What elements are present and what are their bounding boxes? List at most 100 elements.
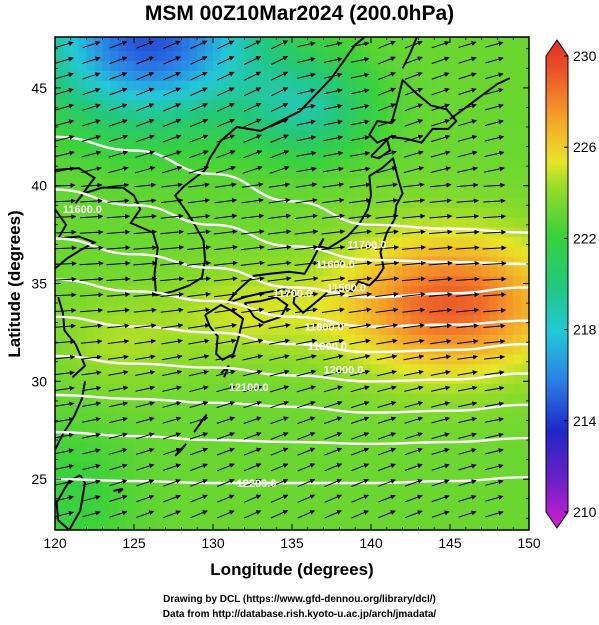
- field-cell: [355, 148, 364, 159]
- wind-vector: [190, 71, 208, 81]
- wind-vector: [485, 448, 504, 455]
- field-cell: [465, 109, 475, 120]
- field-cell: [426, 490, 435, 502]
- wind-vector: [109, 448, 128, 455]
- field-cell: [513, 334, 522, 345]
- field-cell: [371, 510, 380, 521]
- field-cell: [149, 402, 159, 414]
- field-cell: [134, 265, 143, 277]
- field-cell: [102, 481, 111, 492]
- field-cell: [252, 89, 261, 101]
- field-cell: [260, 148, 269, 159]
- field-cell: [363, 256, 372, 267]
- wind-vector: [55, 150, 75, 158]
- field-cell: [110, 177, 119, 189]
- field-cell: [355, 40, 364, 52]
- wind-vector: [162, 118, 182, 127]
- field-cell: [418, 481, 427, 492]
- field-cell: [442, 37, 451, 42]
- wind-vector: [404, 494, 423, 503]
- wind-vector: [187, 244, 211, 250]
- field-cell: [236, 70, 246, 81]
- wind-vector: [455, 292, 480, 298]
- field-cell: [78, 481, 88, 492]
- field-cell: [307, 168, 317, 179]
- field-cell: [181, 50, 190, 62]
- wind-vector: [160, 276, 185, 282]
- field-cell: [252, 119, 261, 130]
- field-cell: [465, 187, 475, 199]
- field-cell: [260, 177, 269, 189]
- field-cell: [378, 441, 388, 453]
- field-cell: [434, 412, 443, 424]
- field-cell: [442, 236, 451, 247]
- field-cell: [363, 285, 372, 296]
- field-cell: [244, 177, 254, 189]
- field-cell: [450, 451, 459, 463]
- wind-vector: [269, 369, 290, 377]
- field-cell: [315, 412, 325, 424]
- field-cell: [323, 275, 333, 287]
- field-cell: [189, 305, 198, 316]
- wind-vector: [215, 369, 236, 377]
- field-cell: [410, 226, 419, 238]
- field-cell: [402, 37, 412, 42]
- field-cell: [197, 353, 206, 365]
- field-cell: [157, 481, 167, 492]
- field-cell: [457, 265, 467, 277]
- field-cell: [110, 305, 119, 316]
- field-cell: [197, 481, 206, 492]
- field-cell: [205, 207, 214, 218]
- field-cell: [157, 334, 167, 345]
- wind-vector: [108, 385, 129, 392]
- field-cell: [323, 481, 333, 492]
- field-cell: [355, 70, 364, 81]
- field-cell: [521, 177, 529, 189]
- field-cell: [513, 148, 522, 159]
- wind-vector: [270, 134, 289, 143]
- field-cell: [134, 422, 143, 433]
- wind-vector: [297, 510, 316, 519]
- wind-vector: [243, 463, 262, 472]
- wind-vector: [163, 56, 181, 65]
- field-cell: [386, 40, 396, 52]
- field-cell: [292, 510, 301, 521]
- wind-vector: [402, 213, 426, 219]
- field-cell: [55, 216, 64, 228]
- field-cell: [378, 305, 388, 316]
- field-cell: [118, 246, 127, 257]
- wind-vector: [215, 182, 237, 188]
- field-cell: [410, 197, 419, 208]
- field-cell: [434, 402, 443, 414]
- field-cell: [102, 216, 111, 228]
- wind-vector: [321, 307, 345, 313]
- field-cell: [252, 324, 261, 335]
- field-cell: [94, 216, 103, 228]
- field-cell: [299, 373, 309, 384]
- field-cell: [94, 187, 103, 199]
- field-cell: [70, 265, 80, 277]
- y-tick-label: 45: [31, 80, 47, 96]
- field-cell: [434, 138, 443, 150]
- field-cell: [347, 265, 356, 277]
- field-cell: [244, 168, 254, 179]
- field-cell: [126, 158, 135, 169]
- field-cell: [371, 246, 380, 257]
- field-cell: [86, 275, 96, 287]
- wind-vector: [294, 291, 319, 298]
- field-cell: [102, 60, 111, 71]
- field-cell: [157, 80, 167, 91]
- field-cell: [126, 236, 135, 247]
- wind-vector: [213, 276, 238, 282]
- field-cell: [173, 510, 182, 521]
- wind-vector: [243, 56, 262, 65]
- field-cell: [481, 344, 491, 355]
- field-cell: [110, 80, 119, 91]
- field-cell: [149, 490, 159, 502]
- field-cell: [489, 187, 498, 199]
- field-cell: [307, 128, 317, 140]
- field-cell: [386, 207, 396, 218]
- field-cell: [260, 37, 269, 42]
- wind-vector: [217, 494, 235, 503]
- wind-vector: [321, 229, 346, 235]
